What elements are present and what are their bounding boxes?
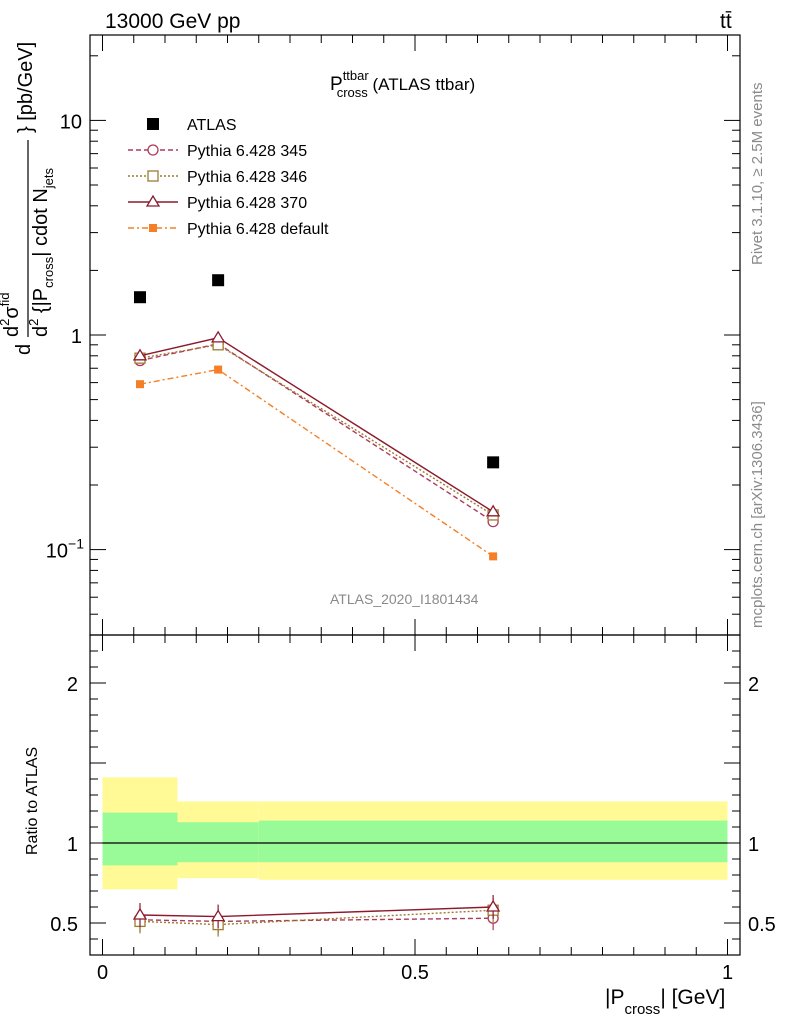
ratio-y-tick-label-right-1: 1 [748, 834, 759, 856]
x-title-post: | [GeV] [660, 986, 725, 1009]
y-axis-title-main: d d2σfid d2 {|Pcross| cdot Njets } [pb/G… [0, 42, 56, 355]
plot-title-suffix: (ATLAS ttbar) [368, 75, 475, 94]
main-point-s0-1 [212, 274, 225, 287]
ratio-y-tick-label-left-0: 0.5 [50, 914, 78, 936]
y-title-num-sigma-sup: fid [0, 293, 12, 307]
main-series-line-2 [139, 344, 494, 516]
y-title-den-sub2: jets [41, 168, 56, 190]
x-tick-label-2: 1 [722, 962, 733, 984]
legend-label-1: Pythia 6.428 345 [187, 143, 307, 160]
rivet-label: Rivet 3.1.10, ≥ 2.5M events [749, 83, 766, 266]
plot-title: Pttbar cross (ATLAS ttbar) [330, 68, 475, 100]
ratio-point-s2-2 [485, 899, 501, 912]
main-series-line-4 [139, 368, 494, 557]
legend-marker-1 [147, 144, 159, 156]
legend-entry-1: Pythia 6.428 345 [128, 143, 307, 160]
ratio-series-line-0 [139, 917, 494, 923]
ratio-point-s2-0 [132, 907, 148, 920]
x-tick-label-1: 0.5 [401, 962, 429, 984]
ratio-bands [102, 777, 728, 890]
x-tick-label-0: 0 [97, 962, 108, 984]
main-point-s3-1 [210, 330, 226, 343]
ratio-band-inner-0 [102, 812, 178, 866]
analysis-label: ATLAS_2020_I1801434 [330, 591, 479, 607]
y-title-close: } [pb/GeV] [15, 42, 37, 133]
x-title-pre: |P [605, 986, 624, 1009]
y-title-den-mid: | cdot N [30, 188, 52, 257]
ratio-y-tick-label-left-1: 1 [67, 834, 78, 856]
main-axis-ticks: 10−1 1 10 [46, 35, 740, 636]
plot-title-sup: ttbar [343, 68, 370, 83]
plot-title-sub: cross [337, 85, 369, 100]
ratio-series-line-1 [139, 909, 494, 926]
y-title-den-d: d [30, 326, 52, 337]
legend-marker-0 [147, 118, 159, 130]
y-title-den-sub: cross [41, 256, 56, 288]
y-title-den-body: {|P [30, 288, 52, 319]
main-y-tick-label-0: 10−1 [46, 536, 84, 563]
svg-text:d2 {|Pcross| cdot Njets: d2 {|Pcross| cdot Njets [26, 168, 56, 337]
legend-marker-4 [149, 224, 157, 232]
main-y-tick-label-2: 10 [60, 111, 82, 133]
ratio-band-inner-1 [177, 822, 259, 863]
main-y-tick-label-1: 1 [71, 326, 82, 348]
ratio-band-inner-2 [258, 820, 728, 863]
ratio-y-tick-label-right-0: 0.5 [748, 914, 776, 936]
main-point-s3-2 [485, 504, 501, 517]
y-title-den-sup: 2 [26, 319, 41, 326]
legend-entry-3: Pythia 6.428 370 [128, 194, 307, 212]
x-axis-title: |Pcross| [GeV] [605, 986, 725, 1018]
svg-text:d: d [13, 344, 35, 355]
x-title-sub: cross [624, 1001, 660, 1018]
legend-label-2: Pythia 6.428 346 [187, 169, 307, 186]
mcplots-label: mcplots.cern.ch [arXiv:1306.3436] [749, 401, 766, 628]
ratio-point-s2-1 [210, 909, 226, 922]
main-point-s0-0 [134, 291, 146, 304]
ratio-y-tick-label-left-2: 2 [67, 674, 78, 696]
energy-label: 13000 GeV pp [105, 10, 240, 33]
y-title-num-sup: 2 [0, 319, 12, 326]
ratio-series-layer [132, 895, 501, 937]
ratio-series-line-2 [139, 906, 494, 918]
legend-label-3: Pythia 6.428 370 [187, 195, 307, 212]
main-point-s4-2 [489, 552, 498, 561]
main-point-s0-2 [487, 456, 500, 469]
main-point-s4-1 [214, 365, 223, 374]
y-title-num-d: d [1, 326, 23, 337]
plot-title-main: P [330, 74, 343, 95]
legend-label-4: Pythia 6.428 default [187, 221, 329, 238]
main-point-s3-0 [132, 348, 148, 361]
main-series-line-3 [139, 337, 494, 513]
ratio-y-tick-label-right-2: 2 [748, 674, 759, 696]
svg-text:d2σfid: d2σfid [0, 293, 23, 337]
svg-text:} [pb/GeV]: } [pb/GeV] [15, 42, 37, 133]
legend-label-0: ATLAS [187, 117, 237, 134]
legend-marker-3 [145, 194, 161, 207]
main-series-line-1 [139, 343, 494, 523]
ratio-axis-ticks: 0.5 0.5 1 1 2 2 0 0.5 1 [50, 635, 776, 984]
ratio-panel-frame [89, 634, 741, 956]
legend-marker-2 [147, 170, 159, 182]
process-label: tt̄ [720, 10, 732, 33]
legend-entry-2: Pythia 6.428 346 [128, 169, 307, 186]
main-point-s4-0 [136, 380, 144, 389]
y-title-prefix: d [13, 344, 35, 355]
legend-entry-0: ATLAS [147, 117, 237, 134]
legend: ATLAS Pythia 6.428 345 Pythia 6.428 346 Pyt… [128, 117, 329, 238]
y-axis-title-ratio: Ratio to ATLAS [24, 747, 41, 855]
main-series-layer [132, 274, 501, 561]
legend-entry-4: Pythia 6.428 default [128, 221, 329, 238]
y-title-num-sigma: σ [1, 306, 23, 319]
